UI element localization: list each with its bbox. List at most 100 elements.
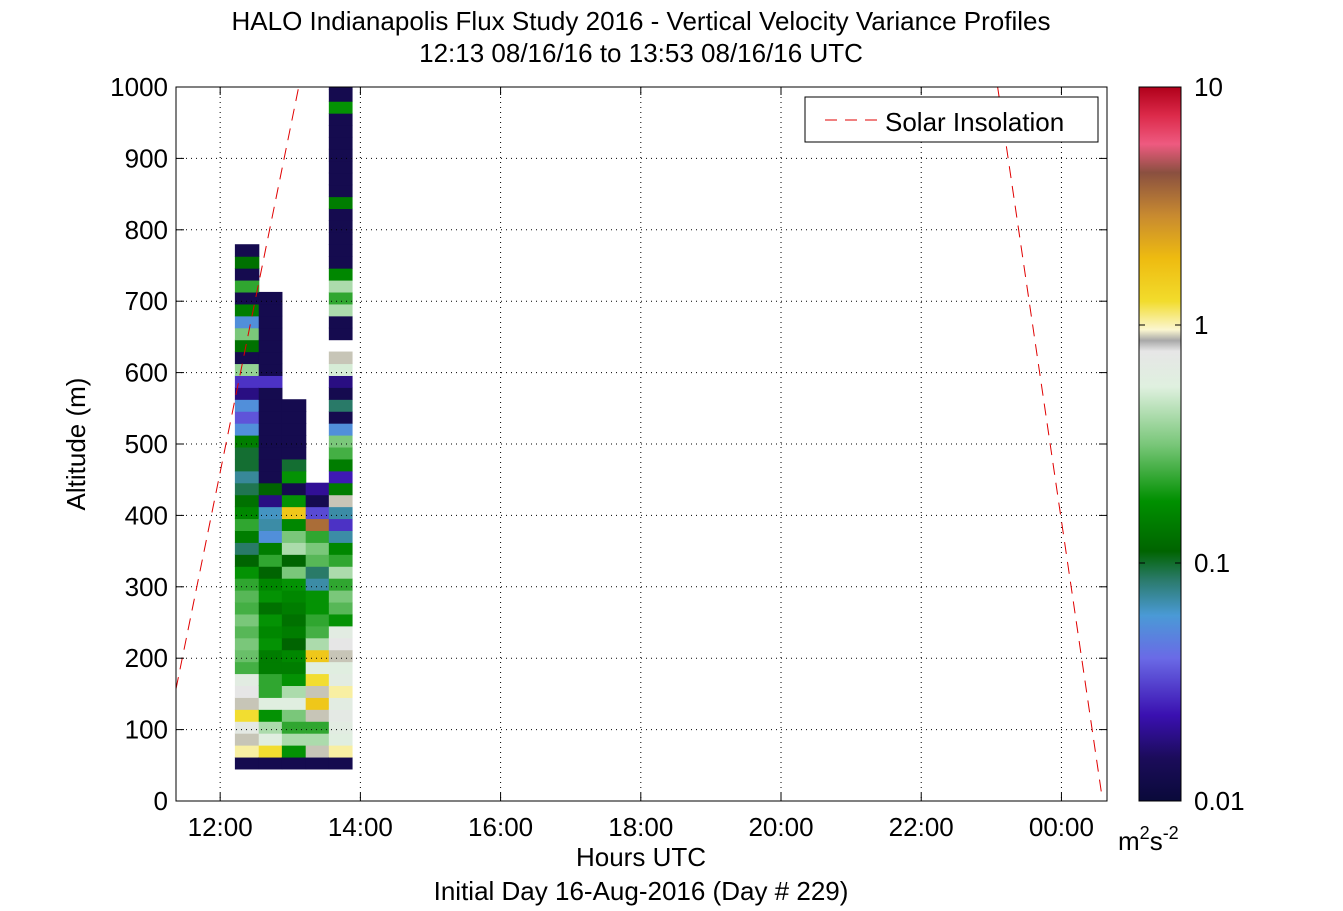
variance-cell xyxy=(281,649,307,663)
y-tick-label: 500 xyxy=(125,429,168,459)
variance-cell xyxy=(305,649,330,663)
variance-cell xyxy=(258,494,283,508)
variance-cell xyxy=(258,530,283,543)
variance-cell xyxy=(234,423,260,436)
variance-cell xyxy=(281,721,307,734)
colorbar: 0.01 0.1 1 10 m2s-2 xyxy=(1118,72,1245,856)
variance-cell xyxy=(281,458,307,472)
variance-cell xyxy=(328,172,353,186)
variance-cell xyxy=(258,625,283,639)
variance-cell xyxy=(234,756,260,770)
variance-cell xyxy=(234,661,260,675)
variance-cell xyxy=(258,303,283,317)
variance-cell xyxy=(234,554,260,567)
variance-cell xyxy=(234,256,260,269)
y-tick-label: 400 xyxy=(125,500,168,530)
variance-cell xyxy=(258,721,283,734)
variance-cells xyxy=(234,87,353,770)
variance-cell xyxy=(328,148,353,162)
variance-cell xyxy=(234,590,260,603)
variance-cell xyxy=(328,470,353,484)
variance-cell xyxy=(328,685,353,698)
variance-cell xyxy=(328,303,353,317)
variance-cell xyxy=(234,363,260,376)
colorbar-unit: m2s-2 xyxy=(1118,823,1179,856)
variance-cell xyxy=(234,291,260,305)
colorbar-gradient xyxy=(1138,86,1182,802)
variance-cell xyxy=(305,506,330,520)
variance-cell xyxy=(258,423,283,436)
variance-cell xyxy=(234,685,260,698)
variance-cell xyxy=(281,637,307,651)
variance-cell xyxy=(328,435,353,448)
colorbar-unit-mid: s xyxy=(1150,826,1163,856)
y-tick-label: 300 xyxy=(125,572,168,602)
variance-cell xyxy=(328,268,353,281)
colorbar-tick-label: 0.01 xyxy=(1194,786,1245,816)
x-tick-label: 14:00 xyxy=(328,812,393,842)
variance-cell xyxy=(234,399,260,412)
variance-cell xyxy=(281,554,307,567)
variance-cell xyxy=(234,458,260,472)
variance-cell xyxy=(328,494,353,508)
legend-label-solar-insolation: Solar Insolation xyxy=(885,107,1064,137)
variance-cell xyxy=(328,411,353,424)
x-tick-label: 22:00 xyxy=(889,812,954,842)
variance-cell xyxy=(305,697,330,710)
variance-cell xyxy=(234,625,260,639)
variance-cell xyxy=(234,315,260,329)
variance-cell xyxy=(234,697,260,710)
variance-cell xyxy=(281,590,307,603)
variance-cell xyxy=(328,482,353,496)
variance-cell xyxy=(328,601,353,615)
variance-cell xyxy=(258,673,283,687)
variance-cell xyxy=(305,709,330,722)
variance-cell xyxy=(258,470,283,484)
variance-cell xyxy=(258,291,283,305)
variance-cell xyxy=(234,411,260,424)
variance-cell xyxy=(328,530,353,543)
variance-cell xyxy=(328,363,353,376)
variance-cell xyxy=(234,351,260,365)
variance-cell xyxy=(281,685,307,698)
variance-cell xyxy=(234,494,260,508)
variance-cell xyxy=(305,685,330,698)
variance-cell xyxy=(328,232,353,245)
variance-cell xyxy=(281,446,307,460)
variance-cell xyxy=(281,423,307,436)
variance-cell xyxy=(281,506,307,520)
variance-cell xyxy=(328,399,353,412)
y-axis-ticks: 0 100 200 300 400 500 600 700 800 900 1000 xyxy=(110,72,1107,816)
variance-cell xyxy=(234,637,260,651)
variance-cell xyxy=(234,601,260,615)
variance-cell xyxy=(258,327,283,341)
variance-cell xyxy=(328,673,353,687)
variance-cell xyxy=(281,530,307,543)
variance-cell xyxy=(234,530,260,543)
y-tick-label: 100 xyxy=(125,715,168,745)
variance-cell xyxy=(281,518,307,531)
variance-cell xyxy=(305,578,330,591)
variance-cell xyxy=(258,399,283,412)
variance-cell xyxy=(281,411,307,424)
variance-cell xyxy=(328,160,353,174)
x-axis-ticks: 12:00 14:00 16:00 18:00 20:00 22:00 00:00 xyxy=(188,87,1094,842)
variance-cell xyxy=(305,590,330,603)
variance-cell xyxy=(328,542,353,555)
variance-cell xyxy=(305,733,330,746)
variance-cell xyxy=(258,661,283,675)
variance-cell xyxy=(258,435,283,448)
variance-cell xyxy=(258,542,283,555)
variance-cell xyxy=(234,721,260,734)
variance-cell xyxy=(281,733,307,746)
variance-cell xyxy=(234,435,260,448)
variance-cell xyxy=(258,601,283,615)
variance-cell xyxy=(234,339,260,353)
variance-cell xyxy=(258,697,283,710)
variance-cell xyxy=(258,518,283,531)
variance-cell xyxy=(281,566,307,579)
y-tick-label: 1000 xyxy=(110,72,168,102)
variance-cell xyxy=(281,578,307,591)
variance-cell xyxy=(258,387,283,400)
variance-cell xyxy=(305,613,330,627)
